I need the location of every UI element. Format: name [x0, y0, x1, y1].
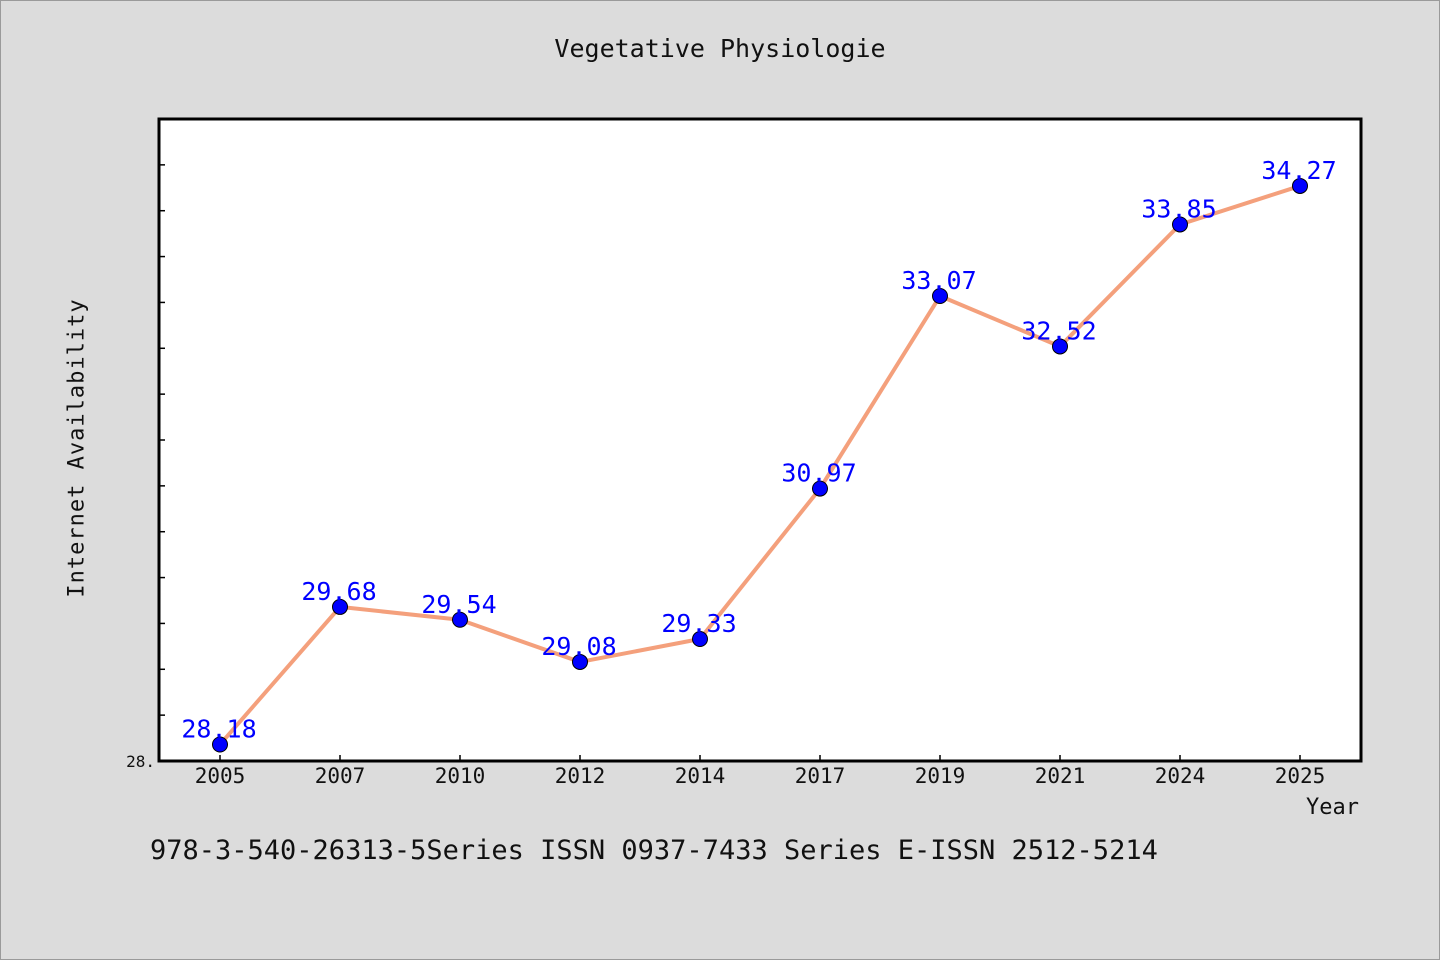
y-axis-ticks: 28. — [126, 118, 165, 771]
x-tick-label: 2014 — [675, 764, 726, 788]
x-tick-label: 2017 — [795, 764, 846, 788]
data-labels-layer: 28.18 29.68 29.54 29.08 29.33 30.97 33.07 32.52… — [181, 156, 1336, 744]
data-label: 28.18 — [181, 714, 256, 743]
data-label: 29.54 — [421, 590, 496, 619]
series-layer — [212, 177, 1308, 753]
data-label: 33.07 — [901, 266, 976, 295]
data-point — [932, 288, 948, 305]
x-tick-label: 2005 — [195, 764, 246, 788]
data-label: 29.33 — [661, 609, 736, 638]
x-axis-ticks: 2005 2007 2010 2012 2014 2017 2019 2021 2024 2025 — [195, 755, 1326, 788]
data-label: 34.27 — [1261, 156, 1336, 185]
x-tick-label: 2025 — [1275, 764, 1326, 788]
data-label: 30.97 — [781, 459, 856, 488]
y-tick-label: 28. — [126, 752, 155, 771]
data-point — [212, 736, 228, 753]
chart-title: Vegetative Physiologie — [554, 34, 886, 63]
data-point — [332, 598, 348, 615]
data-point — [1292, 177, 1308, 194]
x-tick-label: 2024 — [1155, 764, 1206, 788]
data-point — [1052, 338, 1068, 355]
x-tick-label: 2019 — [915, 764, 966, 788]
data-point — [572, 653, 588, 670]
data-point — [812, 480, 828, 497]
data-label: 29.08 — [541, 632, 616, 661]
footer-isbn-text: 978-3-540-26313-5Series ISSN 0937-7433 S… — [150, 835, 1158, 866]
data-point — [452, 611, 468, 628]
x-tick-label: 2007 — [315, 764, 366, 788]
data-point — [1172, 216, 1188, 233]
series-line — [218, 184, 1301, 746]
data-label: 29.68 — [301, 577, 376, 606]
x-tick-label: 2010 — [435, 764, 486, 788]
plot-area — [157, 117, 1363, 763]
x-axis-label: Year — [1306, 795, 1359, 820]
data-label: 33.85 — [1141, 194, 1216, 223]
data-point — [692, 631, 708, 648]
x-tick-label: 2021 — [1035, 764, 1086, 788]
x-tick-label: 2012 — [555, 764, 606, 788]
data-label: 32.52 — [1021, 316, 1096, 345]
